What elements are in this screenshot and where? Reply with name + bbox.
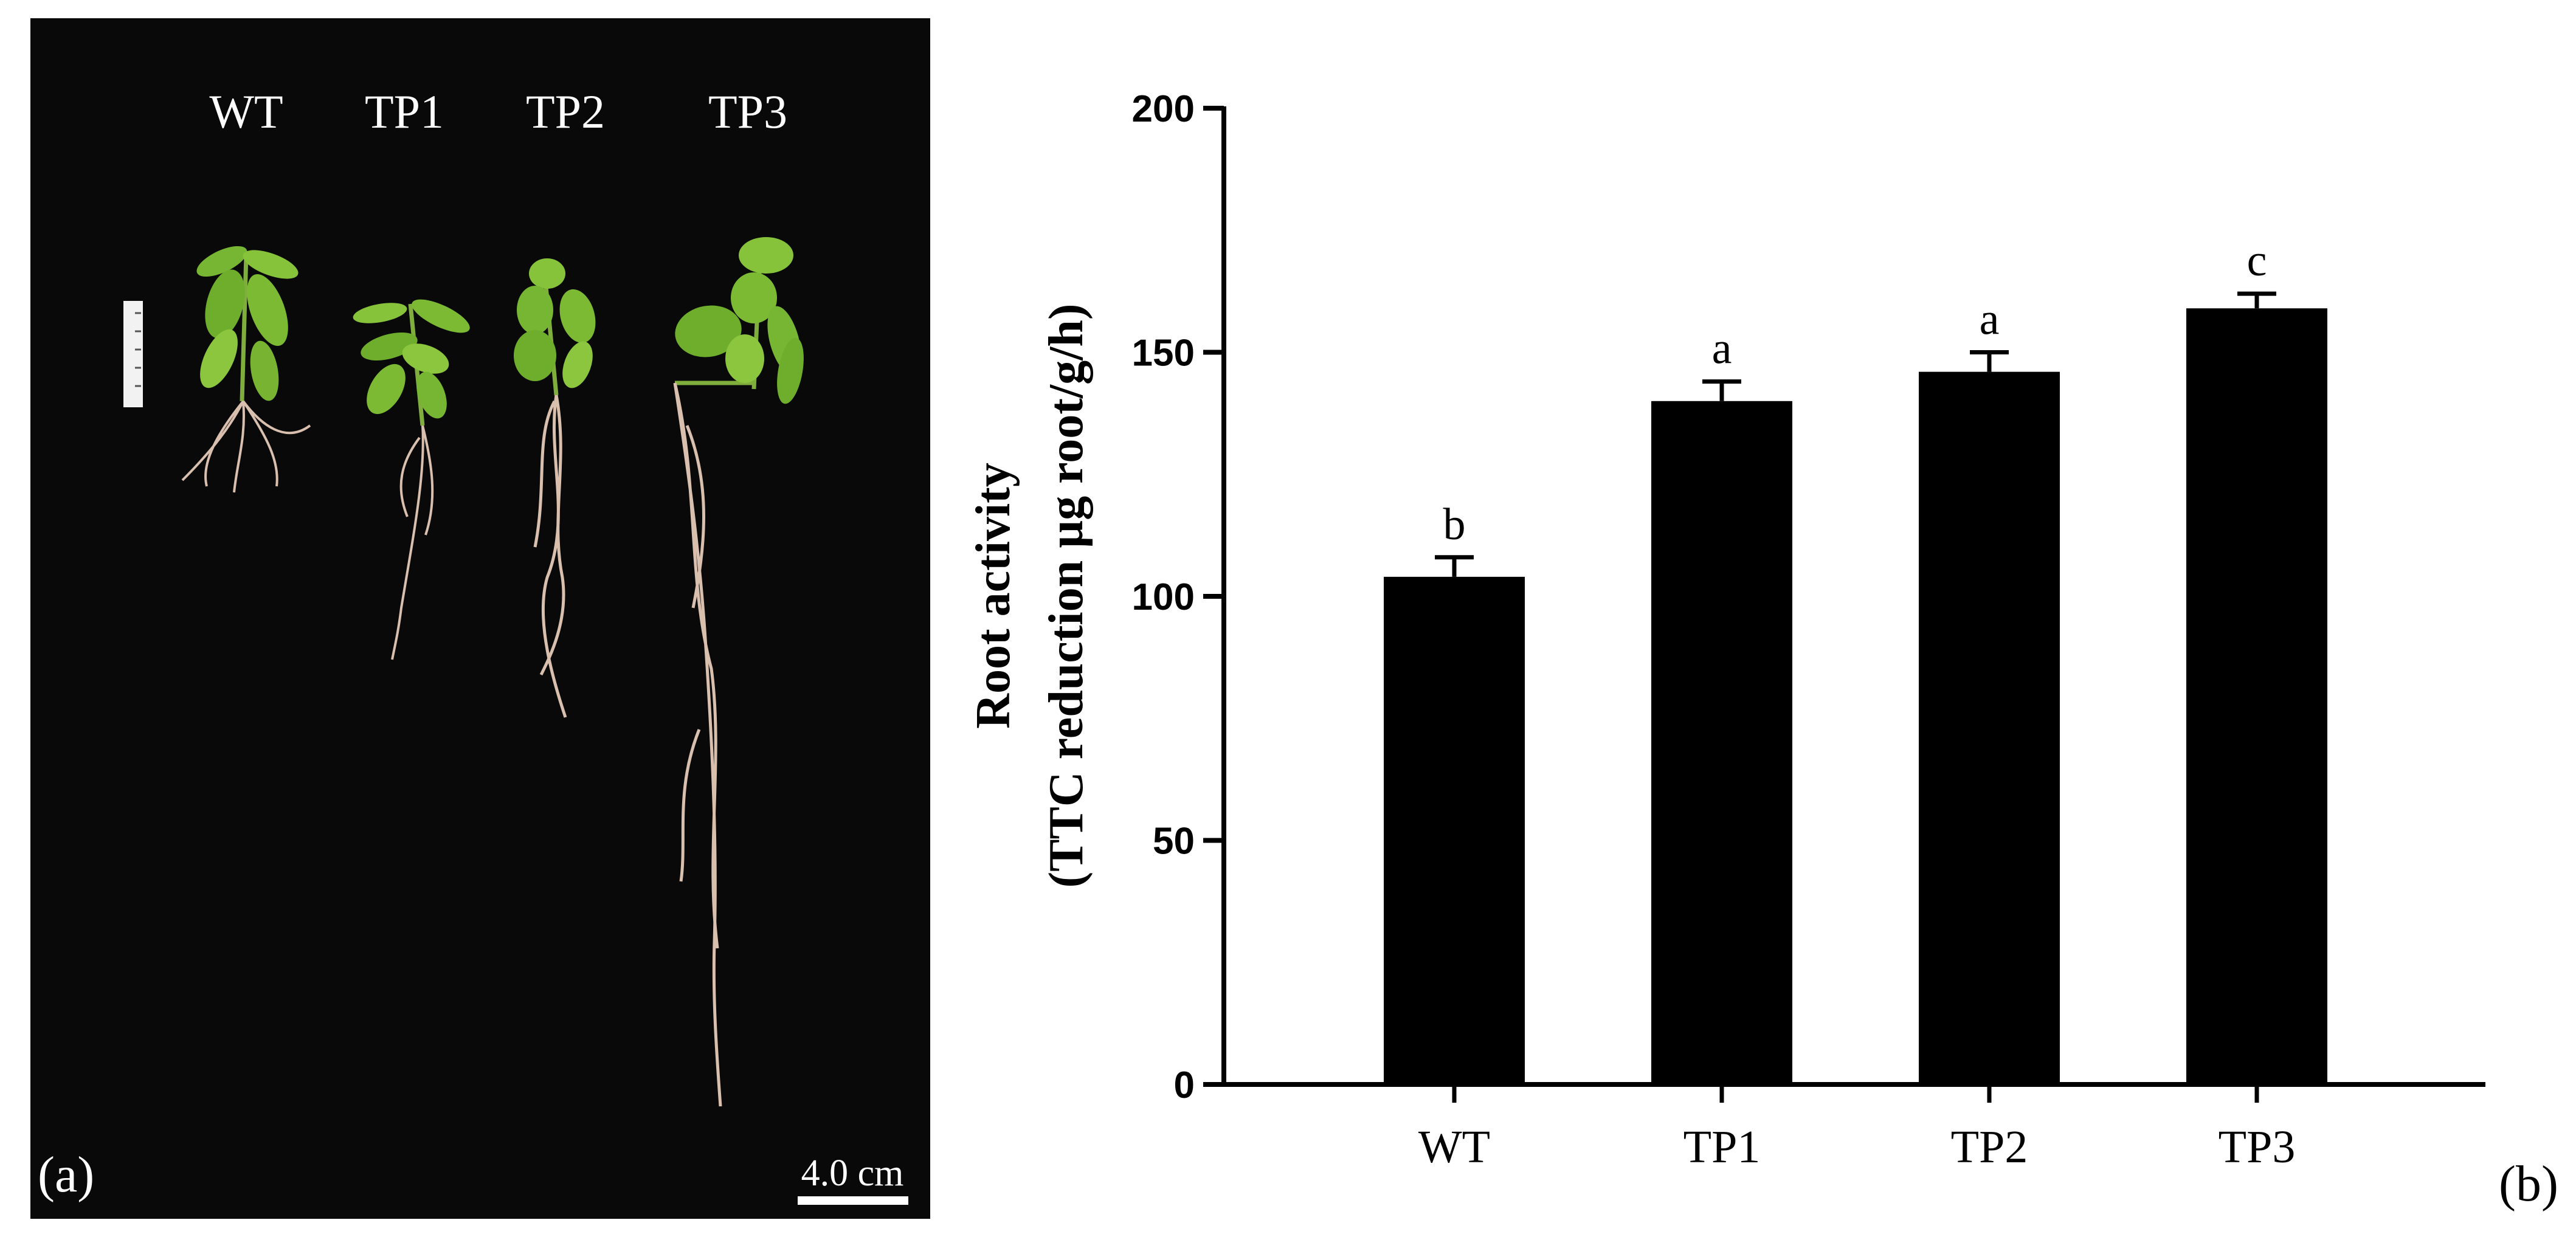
y-tick-label: 50 — [1153, 821, 1195, 863]
x-tick-label-tp2: TP2 — [1951, 1122, 2028, 1173]
photo-background — [30, 18, 930, 1219]
photo-label-wt: WT — [209, 85, 283, 138]
panel-a-photo: WT TP1 TP2 TP3 — [30, 18, 930, 1219]
bar-tp2 — [1919, 371, 2060, 1084]
plant-tp1 — [353, 299, 470, 660]
y-axis-title-line1: Root activity — [967, 463, 1020, 729]
significance-letter-tp3: c — [2247, 236, 2267, 286]
x-ticks: WT TP1 TP2 TP3 — [1418, 1084, 2295, 1173]
scale-bar-label: 4.0 cm — [801, 1153, 904, 1194]
bars: b a a c — [1384, 236, 2327, 1085]
panel-b-chart: 0 50 100 150 200 b a a c WT TP1 TP2 TP3 Root activ… — [967, 88, 2558, 1212]
scale-bar — [798, 1196, 908, 1205]
y-ticks: 0 50 100 150 200 — [1132, 88, 1224, 1106]
y-axis-title-line2: (TTC reduction µg root/g/h) — [1040, 304, 1093, 888]
y-tick-label: 150 — [1132, 333, 1195, 374]
bar-tp1 — [1651, 401, 1792, 1084]
plant-wt — [181, 246, 311, 493]
panel-b-label: (b) — [2499, 1156, 2558, 1212]
x-tick-label-wt: WT — [1418, 1122, 1490, 1173]
x-tick-label-tp1: TP1 — [1683, 1122, 1761, 1173]
significance-letter-tp1: a — [1712, 324, 1732, 374]
y-tick-label: 0 — [1174, 1064, 1195, 1106]
plant-tp3 — [673, 237, 804, 1107]
significance-letter-tp2: a — [1980, 295, 2000, 345]
x-tick-label-tp3: TP3 — [2219, 1122, 2296, 1173]
photo-label-tp1: TP1 — [365, 85, 444, 138]
bar-tp3 — [2186, 308, 2327, 1085]
significance-letter-wt: b — [1443, 500, 1466, 550]
photo-label-tp2: TP2 — [526, 85, 605, 138]
plant-tp2 — [514, 258, 596, 718]
y-tick-label: 200 — [1132, 88, 1195, 130]
bar-wt — [1384, 576, 1525, 1084]
ruler — [123, 301, 143, 407]
photo-label-tp3: TP3 — [708, 85, 787, 138]
y-tick-label: 100 — [1132, 576, 1195, 618]
panel-a-label: (a) — [38, 1146, 94, 1203]
